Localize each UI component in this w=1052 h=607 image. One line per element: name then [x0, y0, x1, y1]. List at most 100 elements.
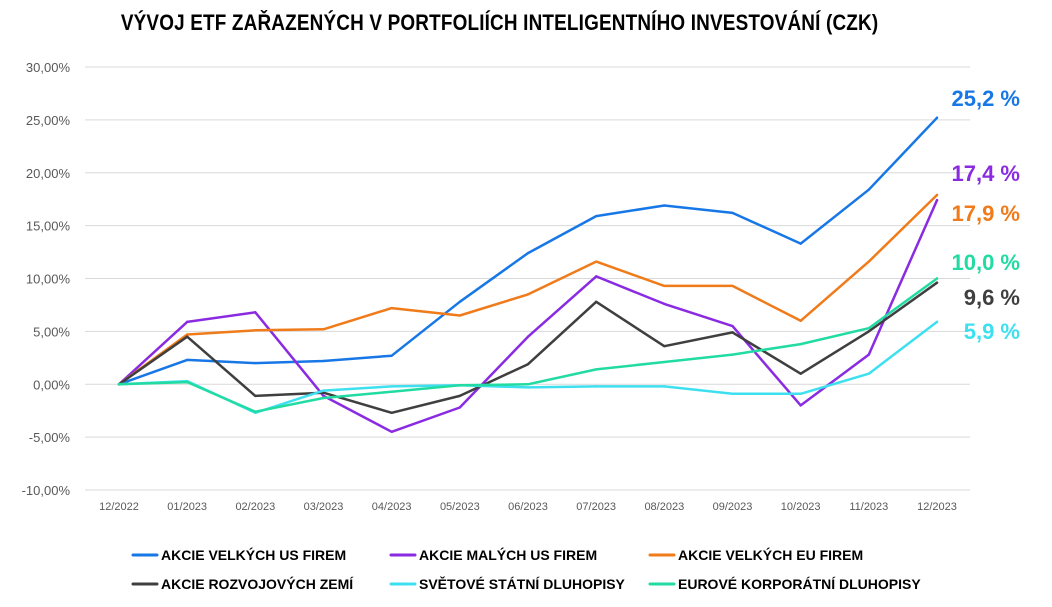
- data-point: [526, 335, 530, 338]
- chart-title: VÝVOJ ETF ZAŘAZENÝCH V PORTFOLIÍCH INTEL…: [120, 10, 879, 35]
- data-point: [117, 383, 121, 386]
- data-point: [322, 394, 325, 398]
- data-point: [322, 389, 325, 392]
- y-tick-label: 25,00%: [26, 113, 71, 128]
- y-tick-label: 15,00%: [26, 219, 71, 234]
- legend-label: SVĚTOVÉ STÁTNÍ DLUHOPISY: [419, 575, 626, 592]
- data-point: [935, 281, 939, 284]
- x-tick-label: 09/2023: [713, 501, 753, 513]
- data-point: [731, 392, 734, 395]
- data-point: [185, 333, 189, 336]
- y-tick-label: -5,00%: [29, 430, 71, 445]
- data-point: [458, 314, 462, 317]
- data-point: [594, 368, 598, 371]
- x-tick-label: 10/2023: [781, 501, 821, 513]
- data-point: [322, 328, 325, 331]
- series-line: [117, 116, 939, 386]
- data-point: [935, 320, 939, 324]
- data-point: [799, 392, 802, 395]
- series-line: [117, 281, 939, 415]
- data-point: [867, 372, 871, 375]
- end-value-label: 5,9 %: [964, 319, 1020, 344]
- data-point: [935, 193, 939, 197]
- data-point: [390, 354, 393, 357]
- x-tick-label: 05/2023: [440, 501, 480, 513]
- data-point: [390, 430, 393, 434]
- data-point: [526, 251, 530, 255]
- data-point: [594, 214, 598, 218]
- data-point: [935, 199, 939, 202]
- data-point: [185, 320, 189, 324]
- data-point: [799, 404, 802, 407]
- x-tick-label: 12/2023: [917, 501, 957, 513]
- data-point: [458, 394, 462, 398]
- y-axis: 30,00% 25,00% 20,00% 15,00% 10,00% 5,00% 0,00%…: [22, 60, 71, 498]
- data-point: [458, 300, 462, 303]
- data-point: [731, 284, 734, 288]
- data-point: [526, 293, 530, 296]
- data-point: [390, 390, 393, 393]
- data-point: [867, 330, 871, 333]
- data-point: [731, 331, 734, 334]
- data-point: [254, 329, 257, 332]
- data-point: [254, 410, 257, 413]
- end-value-label: 17,9 %: [952, 201, 1021, 226]
- legend-label: AKCIE MALÝCH US FIREM: [419, 546, 597, 563]
- data-point: [594, 385, 598, 388]
- end-value-label: 25,2 %: [952, 86, 1021, 111]
- data-point: [594, 275, 598, 278]
- x-tick-label: 06/2023: [508, 501, 548, 513]
- data-point: [185, 380, 189, 384]
- x-tick-label: 12/2022: [99, 501, 139, 513]
- y-tick-label: 20,00%: [26, 166, 71, 181]
- data-point: [935, 116, 939, 119]
- data-point: [254, 361, 257, 365]
- x-tick-label: 11/2023: [849, 501, 888, 513]
- data-point: [663, 302, 666, 306]
- y-tick-label: 5,00%: [33, 324, 70, 339]
- series-line: [117, 277, 939, 413]
- series-line: [117, 193, 939, 386]
- x-tick-label: 04/2023: [372, 501, 412, 513]
- x-axis: 12/2022 01/2023 02/2023 03/2023 04/2023 05/20…: [99, 501, 957, 513]
- data-point: [390, 411, 393, 415]
- data-point: [663, 385, 666, 388]
- data-point: [594, 260, 598, 263]
- x-tick-label: 01/2023: [167, 501, 207, 513]
- y-tick-label: 10,00%: [26, 272, 71, 287]
- end-value-label: 10,0 %: [952, 250, 1021, 275]
- data-point: [799, 242, 802, 245]
- data-point: [799, 372, 802, 375]
- series-lines: [117, 116, 939, 434]
- data-point: [663, 204, 666, 207]
- x-tick-label: 07/2023: [576, 501, 616, 513]
- data-point: [390, 306, 393, 310]
- legend: AKCIE VELKÝCH US FIREM AKCIE MALÝCH US FI…: [131, 546, 921, 592]
- data-point: [526, 362, 530, 366]
- data-point: [867, 353, 871, 356]
- data-point: [799, 342, 802, 346]
- legend-label: AKCIE VELKÝCH US FIREM: [161, 546, 346, 563]
- data-point: [322, 359, 325, 363]
- end-labels: 25,2 % 17,4 % 17,9 % 9,6 % 5,9 % 10,0 %: [952, 86, 1021, 344]
- data-point: [663, 360, 666, 364]
- y-tick-label: -10,00%: [22, 483, 71, 498]
- data-point: [458, 406, 462, 409]
- data-point: [731, 211, 734, 215]
- data-point: [254, 394, 257, 398]
- data-point: [322, 396, 325, 400]
- data-point: [390, 385, 393, 388]
- data-point: [458, 384, 462, 387]
- x-tick-label: 02/2023: [235, 501, 275, 513]
- x-tick-label: 08/2023: [644, 501, 684, 513]
- data-point: [867, 188, 871, 191]
- data-point: [663, 284, 666, 288]
- legend-label: EUROVÉ KORPORÁTNÍ DLUHOPISY: [678, 576, 921, 592]
- end-value-label: 9,6 %: [964, 285, 1020, 310]
- legend-label: AKCIE VELKÝCH EU FIREM: [678, 546, 863, 563]
- end-value-label: 17,4 %: [952, 161, 1021, 186]
- data-point: [799, 319, 802, 322]
- y-tick-label: 0,00%: [33, 377, 70, 392]
- data-point: [526, 383, 530, 386]
